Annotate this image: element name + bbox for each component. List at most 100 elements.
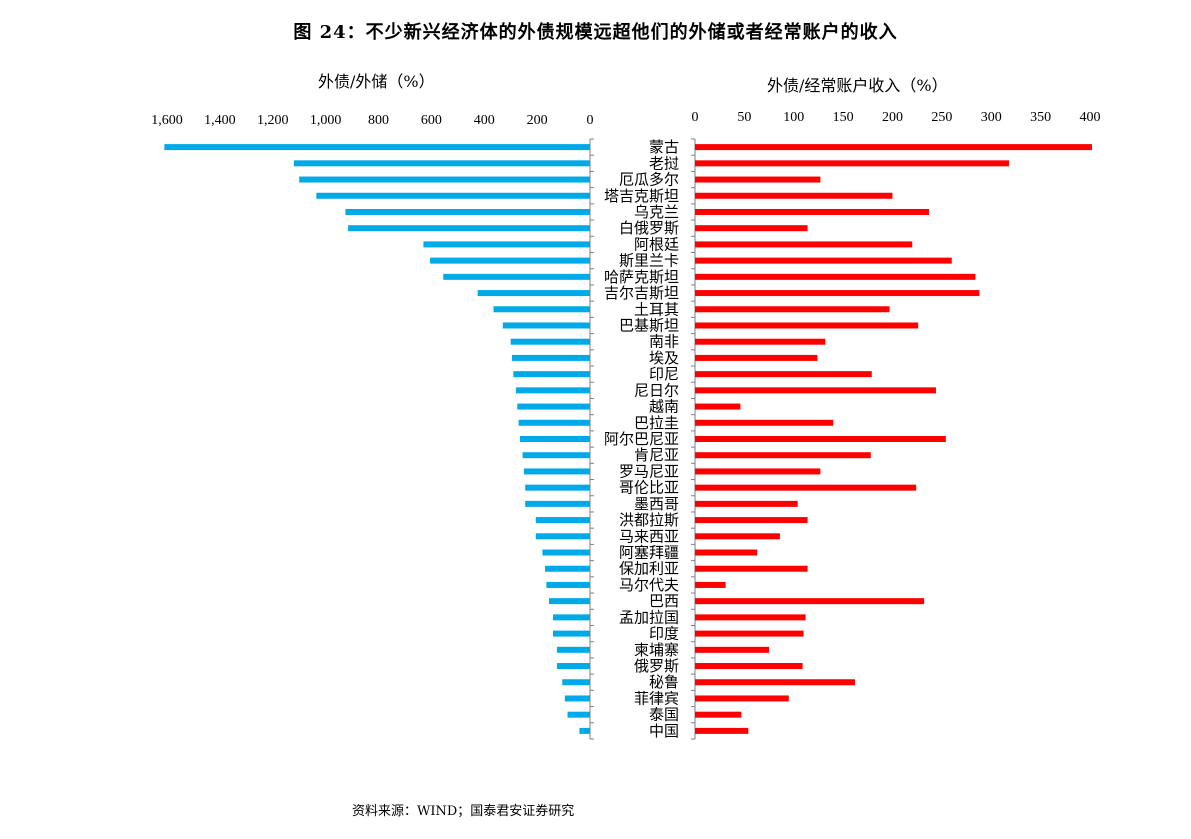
left-bar bbox=[564, 695, 590, 702]
right-axis-title: 外债/经常账户收入（%） bbox=[767, 76, 948, 95]
category-label: 巴拉圭 bbox=[634, 415, 679, 432]
left-tick-label: 400 bbox=[474, 113, 495, 128]
category-label: 蒙古 bbox=[649, 139, 679, 156]
category-label: 埃及 bbox=[649, 350, 679, 367]
right-bar bbox=[695, 581, 726, 588]
left-bar bbox=[562, 679, 590, 686]
category-label: 印度 bbox=[649, 626, 679, 643]
category-label: 孟加拉国 bbox=[619, 609, 679, 626]
category-label: 罗马尼亚 bbox=[619, 463, 679, 480]
left-bar bbox=[525, 500, 590, 507]
left-bar bbox=[549, 598, 590, 605]
left-bar bbox=[430, 257, 590, 264]
category-label: 南非 bbox=[649, 334, 679, 351]
right-bar bbox=[695, 306, 890, 313]
category-label: 柬埔寨 bbox=[634, 641, 679, 659]
left-bar bbox=[164, 144, 590, 151]
right-tick-label: 50 bbox=[737, 110, 751, 125]
right-tick-label: 250 bbox=[931, 110, 952, 125]
category-label: 越南 bbox=[649, 399, 679, 416]
left-tick-label: 600 bbox=[421, 113, 442, 128]
category-label: 吉尔吉斯坦 bbox=[604, 285, 679, 302]
category-label: 土耳其 bbox=[634, 301, 679, 318]
left-axis-title: 外债/外储（%） bbox=[318, 72, 435, 91]
left-bar bbox=[519, 436, 590, 442]
source-note: 资料来源：WIND；国泰君安证券研究 bbox=[352, 804, 575, 819]
left-bar bbox=[510, 338, 590, 345]
category-label: 马来西亚 bbox=[619, 528, 679, 545]
right-bar bbox=[695, 727, 749, 734]
category-label: 白俄罗斯 bbox=[619, 220, 679, 237]
left-bar bbox=[348, 225, 590, 232]
right-bar bbox=[695, 614, 806, 621]
left-bar bbox=[493, 306, 590, 313]
right-bar bbox=[695, 598, 925, 605]
category-label: 老挝 bbox=[649, 155, 679, 172]
right-bar bbox=[695, 565, 808, 572]
left-bar bbox=[316, 192, 590, 199]
category-label: 乌克兰 bbox=[634, 204, 679, 221]
left-bar bbox=[477, 290, 590, 297]
right-bar bbox=[695, 695, 789, 702]
left-bar bbox=[552, 614, 590, 621]
right-tick-label: 400 bbox=[1080, 110, 1101, 125]
category-label: 印尼 bbox=[649, 366, 679, 383]
right-bar bbox=[695, 225, 808, 232]
category-label: 斯里兰卡 bbox=[619, 253, 679, 270]
category-label: 阿根廷 bbox=[634, 236, 679, 253]
right-bar bbox=[695, 484, 917, 491]
right-bar bbox=[695, 192, 893, 199]
left-bar bbox=[556, 646, 590, 653]
right-tick-label: 300 bbox=[981, 110, 1002, 125]
right-bar bbox=[695, 354, 818, 361]
right-bar bbox=[695, 436, 946, 442]
category-label: 保加利亚 bbox=[619, 561, 679, 578]
right-bar bbox=[695, 403, 741, 410]
right-bar bbox=[695, 646, 770, 653]
left-bar bbox=[512, 354, 590, 361]
category-label: 巴基斯坦 bbox=[619, 317, 679, 334]
left-bar bbox=[546, 581, 590, 588]
right-bar bbox=[695, 549, 758, 556]
category-label: 菲律宾 bbox=[634, 690, 679, 707]
category-label: 洪都拉斯 bbox=[619, 512, 679, 529]
category-label: 肯尼亚 bbox=[634, 447, 679, 464]
left-bar bbox=[556, 663, 590, 670]
left-tick-label: 1,000 bbox=[310, 113, 342, 128]
right-tick-label: 200 bbox=[882, 110, 903, 125]
left-bar bbox=[513, 371, 590, 378]
right-bar bbox=[695, 500, 798, 507]
right-bar bbox=[695, 679, 855, 686]
category-label: 马尔代夫 bbox=[619, 577, 679, 594]
left-bar bbox=[518, 419, 590, 426]
right-bar bbox=[695, 176, 821, 183]
left-bar bbox=[502, 322, 590, 329]
category-label: 秘鲁 bbox=[649, 674, 679, 691]
category-label: 中国 bbox=[649, 723, 679, 740]
right-tick-label: 350 bbox=[1030, 110, 1051, 125]
left-bar bbox=[525, 484, 590, 491]
right-bar bbox=[695, 711, 742, 718]
category-label: 阿塞拜疆 bbox=[619, 544, 679, 562]
category-label: 俄罗斯 bbox=[634, 658, 679, 675]
figure-title: 图 24：不少新兴经济体的外债规模远超他们的外储或者经常账户的收入 bbox=[293, 22, 898, 43]
right-tick-label: 100 bbox=[783, 110, 804, 125]
left-bar bbox=[535, 517, 590, 524]
left-tick-label: 200 bbox=[527, 113, 548, 128]
right-bar bbox=[695, 387, 936, 394]
left-bar bbox=[293, 160, 590, 167]
left-bar bbox=[522, 452, 590, 459]
left-tick-label: 0 bbox=[587, 113, 594, 128]
left-bar bbox=[579, 727, 590, 734]
left-tick-label: 800 bbox=[368, 113, 389, 128]
category-label: 塔吉克斯坦 bbox=[604, 188, 679, 205]
right-bar bbox=[695, 338, 826, 345]
category-label: 泰国 bbox=[649, 707, 679, 724]
category-label: 哈萨克斯坦 bbox=[604, 269, 679, 286]
left-bar bbox=[515, 387, 590, 394]
left-bar bbox=[517, 403, 590, 410]
category-label: 哥伦比亚 bbox=[619, 480, 679, 497]
right-bar bbox=[695, 533, 780, 540]
right-bar bbox=[695, 452, 871, 459]
